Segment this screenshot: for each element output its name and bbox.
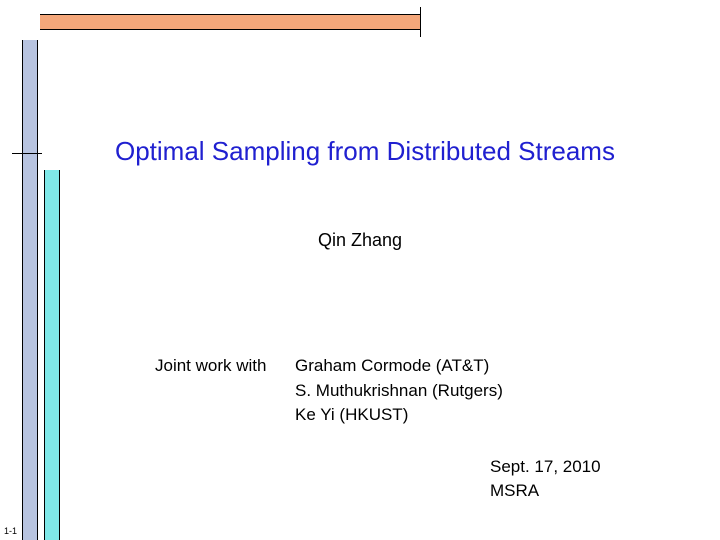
author-name: Qin Zhang <box>0 230 720 251</box>
page-number: 1-1 <box>4 526 17 536</box>
joint-work-label: Joint work with <box>155 356 266 376</box>
collaborator-1: S. Muthukrishnan (Rutgers) <box>295 379 503 404</box>
slide-title: Optimal Sampling from Distributed Stream… <box>115 136 615 167</box>
decor-tick-top <box>420 7 421 37</box>
presentation-date: Sept. 17, 2010 <box>490 455 601 479</box>
collaborator-2: Ke Yi (HKUST) <box>295 403 503 428</box>
decor-left-bar-inner <box>44 170 60 540</box>
collaborator-0: Graham Cormode (AT&T) <box>295 354 503 379</box>
decor-tick-left <box>12 153 42 154</box>
date-venue-block: Sept. 17, 2010 MSRA <box>490 455 601 503</box>
decor-top-bar <box>40 14 420 30</box>
presentation-venue: MSRA <box>490 479 601 503</box>
decor-left-bar-outer <box>22 40 38 540</box>
collaborators-list: Graham Cormode (AT&T) S. Muthukrishnan (… <box>295 354 503 428</box>
